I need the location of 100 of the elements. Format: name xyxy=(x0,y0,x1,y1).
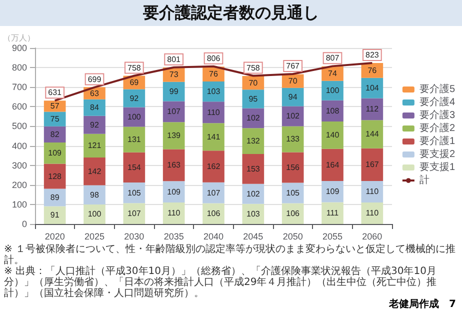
bar xyxy=(282,88,304,106)
bar xyxy=(123,126,146,152)
data-label: 73 xyxy=(169,70,179,80)
bar xyxy=(361,148,384,181)
data-label: 164 xyxy=(326,160,340,170)
bar xyxy=(322,202,344,224)
bar xyxy=(322,180,344,202)
bar xyxy=(202,182,224,204)
x-tick-label: 2060 xyxy=(362,232,382,242)
data-label: 758 xyxy=(246,63,260,72)
bar xyxy=(162,122,185,150)
bar xyxy=(282,126,304,152)
data-label: 103 xyxy=(206,87,221,96)
data-label: 89 xyxy=(50,193,60,202)
text: 老健局作成 xyxy=(389,299,440,311)
data-label: 110 xyxy=(207,108,220,117)
x-tick-label: 2055 xyxy=(322,232,343,242)
data-label: 131 xyxy=(127,135,142,144)
legend-label: 要介護2 xyxy=(419,122,456,134)
bar xyxy=(322,80,344,100)
data-label: 112 xyxy=(366,104,380,114)
data-label: 70 xyxy=(288,76,298,86)
bar xyxy=(282,182,304,204)
data-label: 70 xyxy=(248,78,258,88)
y-tick-label: 700 xyxy=(12,82,27,92)
bar xyxy=(44,100,66,112)
data-label: 121 xyxy=(88,141,102,150)
data-label: 109 xyxy=(167,187,182,196)
x-tick-label: 2040 xyxy=(203,232,224,242)
bar xyxy=(84,204,106,224)
data-label: 132 xyxy=(246,136,260,146)
text: 7 xyxy=(449,299,456,311)
data-label: 144 xyxy=(365,130,380,139)
data-label: 111 xyxy=(326,208,340,218)
y-tick-label: 600 xyxy=(12,102,27,112)
x-tick-label: 2045 xyxy=(243,232,264,242)
bar xyxy=(162,202,185,224)
data-label: 801 xyxy=(167,54,182,64)
data-label: 106 xyxy=(206,209,221,218)
data-label: 631 xyxy=(48,88,62,98)
bar xyxy=(162,101,185,122)
data-label: 102 xyxy=(246,189,260,198)
y-tick-label: 400 xyxy=(12,140,27,151)
data-label: 100 xyxy=(127,112,142,122)
data-label: 75 xyxy=(50,114,60,124)
data-label: 107 xyxy=(167,107,182,116)
data-label: 94 xyxy=(288,92,298,102)
legend-label: 計 xyxy=(419,174,430,186)
data-label: 74 xyxy=(328,69,338,78)
data-label: 104 xyxy=(365,84,380,93)
data-label: 107 xyxy=(206,188,221,198)
data-label: 92 xyxy=(90,120,100,130)
data-label: 699 xyxy=(88,74,102,84)
data-label: 128 xyxy=(48,172,62,181)
data-label: 110 xyxy=(366,187,380,196)
bar xyxy=(123,152,146,183)
data-label: 92 xyxy=(130,94,140,103)
data-label: 105 xyxy=(127,188,142,198)
bar xyxy=(322,122,344,149)
bar xyxy=(361,180,384,202)
data-label: 100 xyxy=(88,210,102,219)
data-label: 141 xyxy=(206,132,221,142)
y-tick-label: 500 xyxy=(12,121,27,132)
bar xyxy=(162,149,185,182)
bar xyxy=(322,148,344,181)
bar xyxy=(123,89,146,108)
data-label: 63 xyxy=(90,88,100,98)
bar xyxy=(84,158,106,186)
chart-title: 要介護認定者数の見通し xyxy=(0,0,462,26)
bar xyxy=(44,206,66,224)
bar xyxy=(84,99,106,116)
data-label: 76 xyxy=(368,66,378,75)
data-label: 102 xyxy=(286,112,300,121)
data-label: 105 xyxy=(286,188,300,198)
data-label: 133 xyxy=(286,134,300,144)
data-label: 140 xyxy=(326,130,340,140)
data-label: 139 xyxy=(167,131,182,140)
bar xyxy=(84,116,106,134)
data-label: 107 xyxy=(127,209,142,218)
text: ※ 出典：「人口推計（平成30年10月）」（総務省）、「介護保険事業状況報告（平成30年10月分）」（厚生労働省）、「日本の将来推計人口（平成29年４月推計）（出生中位（死亡中位）推計）」（国立社会保障・人口問題研究所）。 xyxy=(4,266,437,299)
data-label: 57 xyxy=(50,102,60,111)
bar xyxy=(242,90,264,108)
bar xyxy=(202,123,224,151)
y-tick-label: 300 xyxy=(12,160,27,170)
y-tick-label: 100 xyxy=(12,199,27,210)
legend-label: 要支援2 xyxy=(419,148,456,160)
data-label: 76 xyxy=(209,70,218,79)
data-label: 109 xyxy=(326,187,340,196)
data-label: 100 xyxy=(326,86,340,96)
y-tick-label: 0 xyxy=(22,219,27,229)
data-label: 106 xyxy=(286,209,300,218)
data-label: 91 xyxy=(50,210,60,220)
y-axis-title: （万人） xyxy=(3,34,35,42)
data-label: 806 xyxy=(206,54,221,63)
legend-label: 要介護4 xyxy=(419,96,456,108)
legend-label: 要介護3 xyxy=(419,109,456,121)
bar xyxy=(361,78,384,98)
bar xyxy=(282,152,304,183)
data-label: 110 xyxy=(167,208,181,218)
data-label: 767 xyxy=(286,62,300,71)
